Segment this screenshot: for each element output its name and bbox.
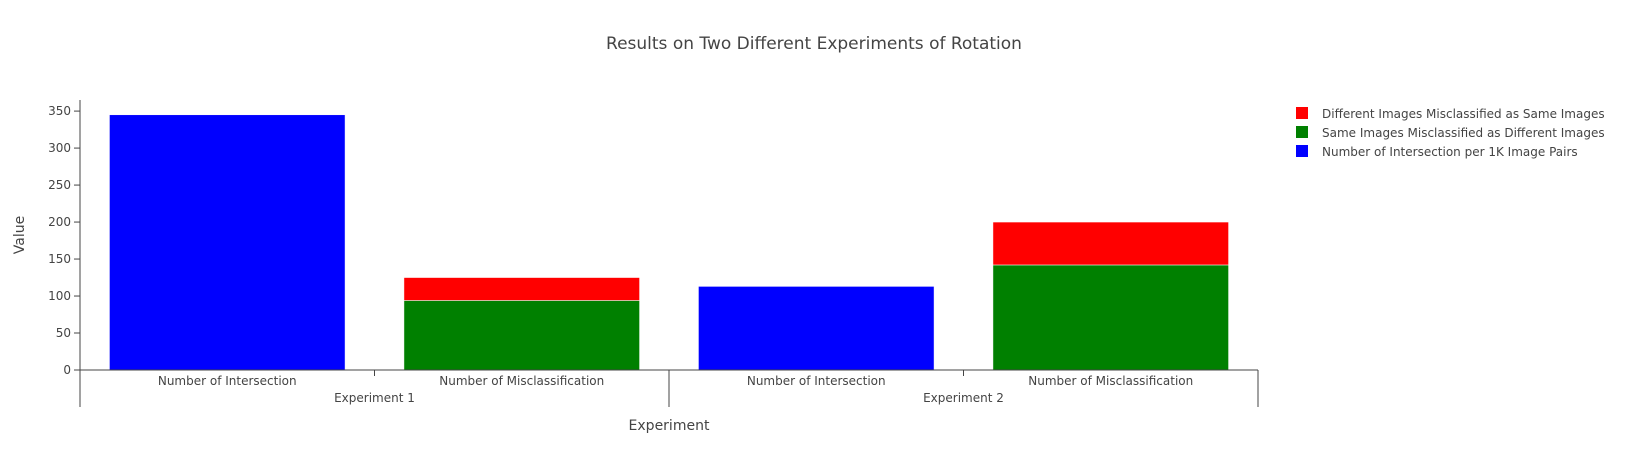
bar-segment[interactable]: [403, 277, 640, 301]
y-tick-label: 250: [48, 178, 71, 192]
bar-segment[interactable]: [109, 114, 346, 371]
bar-segment[interactable]: [698, 286, 935, 371]
chart-title: Results on Two Different Experiments of …: [606, 34, 1022, 54]
y-axis-ticks: 0 50 100 150 200 250 300 350: [48, 104, 80, 377]
legend-swatch: [1296, 107, 1308, 119]
legend-label: Number of Intersection per 1K Image Pair…: [1322, 145, 1578, 159]
y-tick-label: 0: [63, 363, 71, 377]
y-tick-label: 150: [48, 252, 71, 266]
legend-item[interactable]: Same Images Misclassified as Different I…: [1296, 126, 1605, 140]
x-group-label: Experiment 1: [334, 391, 415, 405]
y-axis-title: Value: [12, 216, 28, 254]
legend-swatch: [1296, 126, 1308, 138]
x-category-label: Number of Misclassification: [439, 374, 604, 388]
x-axis-labels: Number of Intersection Number of Misclass…: [79, 370, 1259, 407]
legend-label: Different Images Misclassified as Same I…: [1322, 107, 1605, 121]
y-tick-label: 350: [48, 104, 71, 118]
x-category-label: Number of Misclassification: [1028, 374, 1193, 388]
bar-segment[interactable]: [992, 221, 1229, 266]
x-group-label: Experiment 2: [923, 391, 1004, 405]
x-category-label: Number of Intersection: [747, 374, 886, 388]
y-tick-label: 100: [48, 289, 71, 303]
legend-item[interactable]: Number of Intersection per 1K Image Pair…: [1296, 145, 1578, 159]
bars: [109, 114, 1229, 371]
legend-swatch: [1296, 145, 1308, 157]
x-category-label: Number of Intersection: [158, 374, 297, 388]
y-tick-label: 200: [48, 215, 71, 229]
legend-label: Same Images Misclassified as Different I…: [1322, 126, 1605, 140]
bar-segment[interactable]: [992, 264, 1229, 371]
bar-segment[interactable]: [403, 300, 640, 371]
y-tick-label: 300: [48, 141, 71, 155]
y-tick-label: 50: [56, 326, 71, 340]
legend-item[interactable]: Different Images Misclassified as Same I…: [1296, 107, 1605, 121]
legend[interactable]: Different Images Misclassified as Same I…: [1296, 107, 1605, 159]
x-axis-title: Experiment: [629, 418, 710, 434]
